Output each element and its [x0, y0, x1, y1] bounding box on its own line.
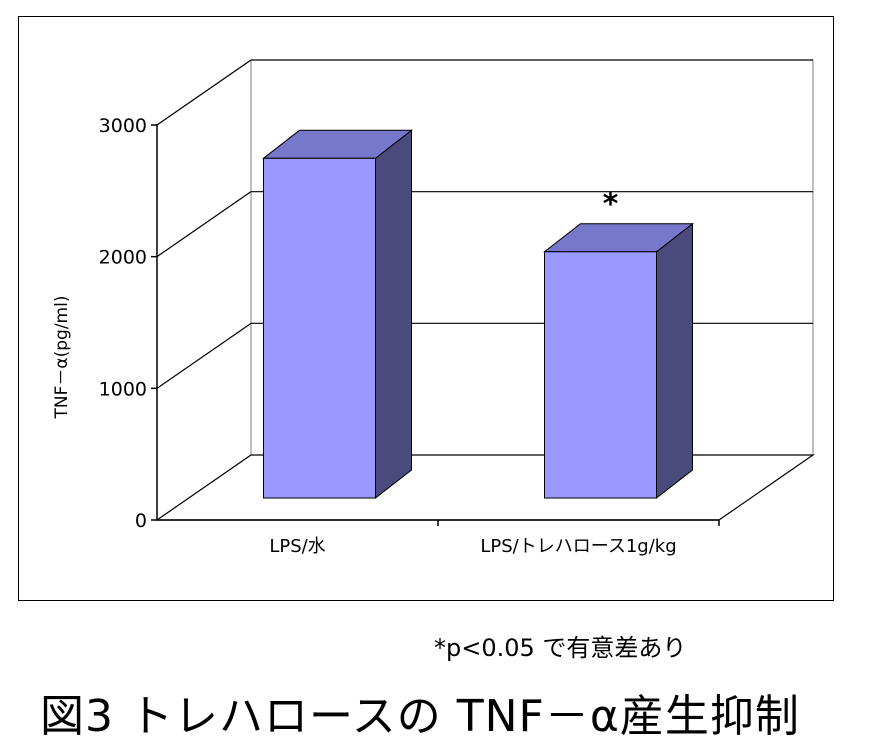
x-category-label: LPS/水 [269, 536, 325, 557]
figure-title: 図3 トレハロースの TNF－α産生抑制 [40, 691, 800, 742]
bar-0 [262, 129, 413, 500]
y-tick-label: 0 [135, 510, 147, 532]
bars [262, 129, 694, 500]
y-tick-label: 1000 [99, 378, 147, 400]
significance-asterisk: * [603, 187, 619, 222]
bar-front-face [544, 251, 657, 499]
x-category-label: LPS/トレハロース1g/kg [480, 536, 676, 557]
annotations: * [603, 187, 619, 222]
bar-1 [543, 222, 694, 500]
floor [155, 454, 815, 521]
significance-note: *p<0.05 で有意差あり [434, 634, 687, 662]
y-tick-label: 2000 [99, 247, 147, 269]
bar-side-face [375, 129, 412, 500]
y-axis-label: TNF－α(pg/ml) [52, 296, 72, 420]
bar-chart-3d: 0 1000 2000 3000 LPS/水 LPS/トレハロース1g/kg * TNF… [52, 59, 815, 557]
chart-walls [155, 59, 815, 521]
chart-frame: 0 1000 2000 3000 LPS/水 LPS/トレハロース1g/kg * TNF… [18, 16, 834, 601]
bar-front-face [263, 157, 376, 499]
gridline-side [156, 191, 252, 258]
axes [151, 124, 720, 526]
side-wall [156, 59, 252, 521]
y-tick-label: 3000 [99, 115, 147, 137]
gridline-side [156, 322, 252, 389]
y-tick-labels: 0 1000 2000 3000 [99, 115, 147, 532]
gridline-side [156, 59, 252, 126]
bar-side-face [656, 222, 693, 500]
x-category-labels: LPS/水 LPS/トレハロース1g/kg [269, 536, 676, 557]
